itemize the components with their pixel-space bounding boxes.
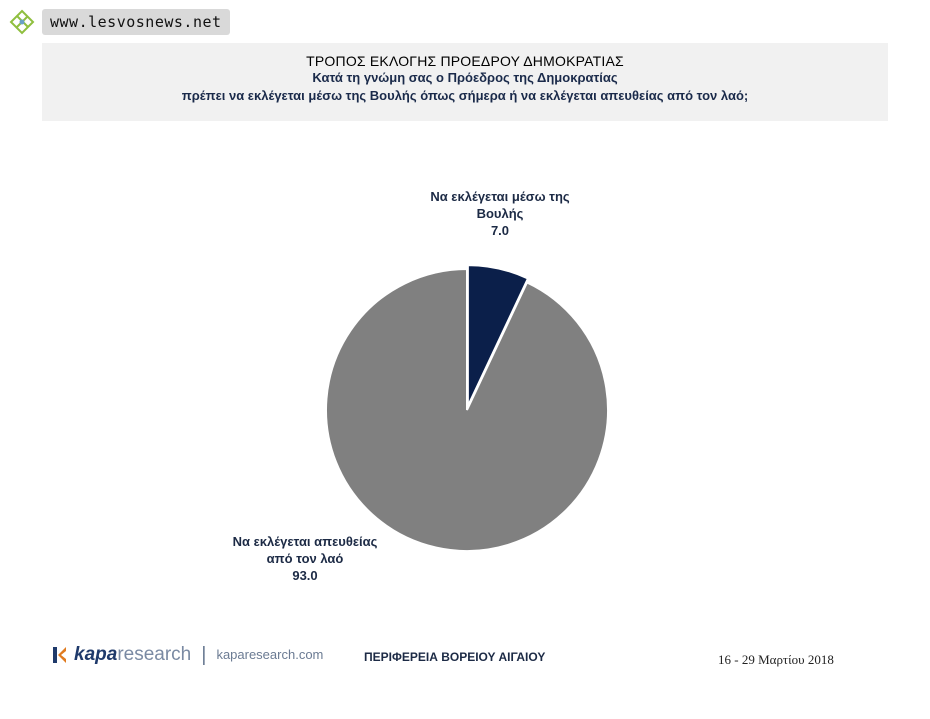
slice-value-direct: 93.0 bbox=[292, 568, 318, 583]
footer-date: 16 - 29 Μαρτίου 2018 bbox=[718, 652, 834, 667]
slice-value-parliament: 7.0 bbox=[490, 223, 510, 238]
watermark-site: www.lesvosnews.net bbox=[42, 9, 230, 35]
slice-label-direct-line2: από τον λαό bbox=[266, 551, 344, 566]
slice-label-parliament-line2: Βουλής bbox=[476, 206, 524, 221]
footer-url: kaparesearch.com bbox=[216, 647, 324, 662]
chart-subtitle-line2: πρέπει να εκλέγεται μέσω της Βουλής όπως… bbox=[181, 88, 749, 103]
footer-region: ΠΕΡΙΦΕΡΕΙΑ ΒΟΡΕΙΟΥ ΑΙΓΑΙΟΥ bbox=[364, 650, 546, 664]
lesvosnews-logo-icon bbox=[9, 9, 35, 35]
watermark: www.lesvosnews.net bbox=[8, 8, 230, 36]
footer-separator: | bbox=[201, 644, 207, 666]
brand-strong: kapa bbox=[74, 644, 118, 665]
chart-subtitle-line1: Κατά τη γνώμη σας ο Πρόεδρος της Δημοκρα… bbox=[312, 70, 618, 85]
slice-label-direct: Να εκλέγεται απευθείας από τον λαό 93.0 bbox=[205, 533, 405, 584]
slice-label-direct-line1: Να εκλέγεται απευθείας bbox=[232, 534, 378, 549]
chart-title: ΤΡΟΠΟΣ ΕΚΛΟΓΗΣ ΠΡΟΕΔΡΟΥ ΔΗΜΟΚΡΑΤΙΑΣ bbox=[306, 53, 624, 69]
slice-label-parliament: Να εκλέγεται μέσω της Βουλής 7.0 bbox=[400, 188, 600, 239]
chart-header: ΤΡΟΠΟΣ ΕΚΛΟΓΗΣ ΠΡΟΕΔΡΟΥ ΔΗΜΟΚΡΑΤΙΑΣ Κατά… bbox=[42, 43, 888, 121]
pie-slice-1 bbox=[325, 267, 609, 552]
kaparesearch-logo: kaparesearch | kaparesearch.com bbox=[52, 645, 323, 665]
slice-label-parliament-line1: Να εκλέγεται μέσω της bbox=[430, 189, 570, 204]
kapa-logo-icon bbox=[53, 647, 66, 663]
brand-light: research bbox=[117, 644, 192, 665]
pie-slice-0 bbox=[466, 264, 530, 407]
